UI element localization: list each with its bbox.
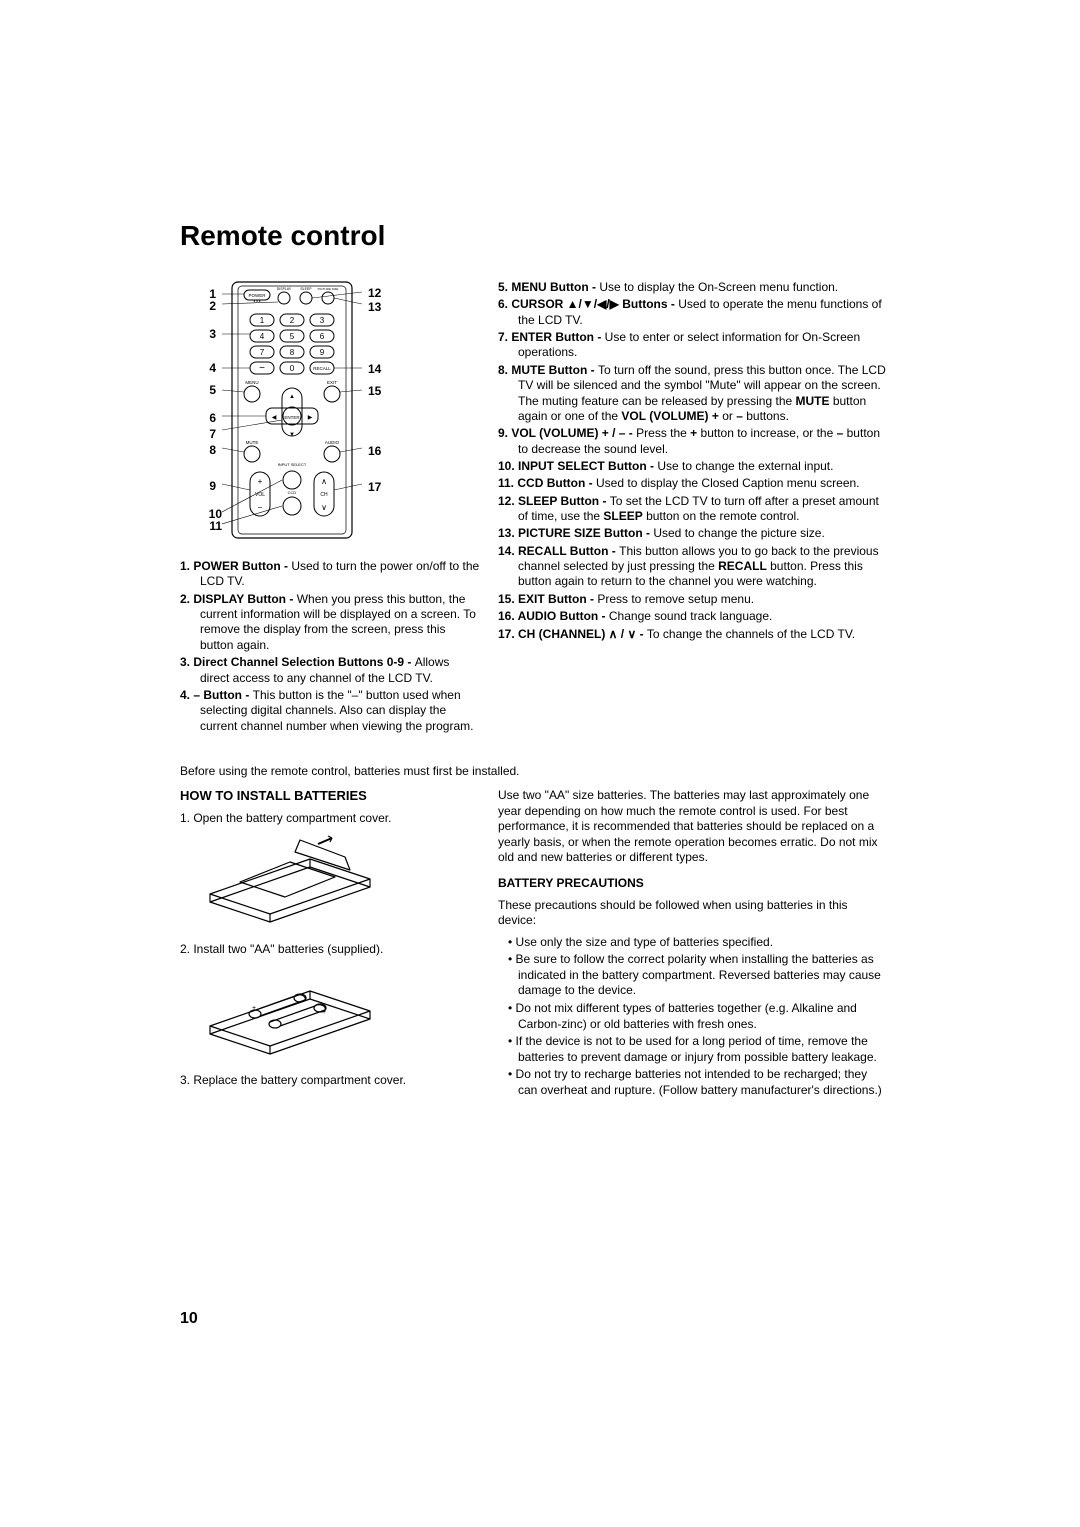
description-item: 14. RECALL Button - This button allows y… [498,544,888,590]
right-column: 5. MENU Button - Use to display the On-S… [498,280,888,736]
precautions-list: Use only the size and type of batteries … [498,935,888,1099]
svg-text:MUTE: MUTE [246,440,259,445]
battery-usage-text: Use two "AA" size batteries. The batteri… [498,788,888,866]
description-item: 8. MUTE Button - To turn off the sound, … [498,363,888,424]
remote-svg: POWER ● ● ● DISPLAY SLEEP PICTURE SIZE 1… [222,280,362,540]
callout-2: 2 [209,300,216,312]
callout-7: 7 [209,428,216,440]
precaution-item: Do not mix different types of batteries … [508,1001,888,1032]
svg-text:9: 9 [320,348,325,357]
svg-text:7: 7 [260,348,265,357]
svg-text:INPUT SELECT: INPUT SELECT [278,462,307,467]
svg-text:DISPLAY: DISPLAY [277,287,292,291]
page-title: Remote control [180,220,900,252]
left-column: 1 2 3 4 5 6 7 8 9 10 11 [180,280,480,736]
remote-illustration: POWER ● ● ● DISPLAY SLEEP PICTURE SIZE 1… [222,280,362,545]
svg-text:6: 6 [320,332,325,341]
svg-text:+: + [252,1005,256,1012]
callout-9: 9 [209,480,216,492]
callout-8: 8 [209,444,216,456]
svg-text:RECALL: RECALL [313,366,331,371]
svg-text:∧: ∧ [321,477,327,486]
svg-text:▲: ▲ [289,394,295,400]
precaution-item: Do not try to recharge batteries not int… [508,1067,888,1098]
description-item: 6. CURSOR ▲/▼/◀/▶ Buttons - Used to oper… [498,297,888,328]
svg-text:CH: CH [320,492,328,498]
battery-illustration-2: + + [200,964,480,1064]
svg-text:SLEEP: SLEEP [300,287,312,291]
remote-description-section: 1 2 3 4 5 6 7 8 9 10 11 [180,280,900,736]
description-item: 10. INPUT SELECT Button - Use to change … [498,459,888,474]
battery-heading: HOW TO INSTALL BATTERIES [180,788,480,805]
callout-15: 15 [368,384,381,398]
callout-3: 3 [209,328,216,340]
svg-text:+: + [322,1009,326,1016]
callout-16: 16 [368,444,381,458]
description-item: 5. MENU Button - Use to display the On-S… [498,280,888,295]
svg-text:MENU: MENU [245,380,258,385]
svg-text:VOL: VOL [255,492,265,498]
description-item: 13. PICTURE SIZE Button - Used to change… [498,526,888,541]
svg-text:EXIT: EXIT [327,380,337,385]
callout-12: 12 [368,286,381,300]
svg-text:+: + [258,477,263,486]
description-item: 7. ENTER Button - Use to enter or select… [498,330,888,361]
svg-text:4: 4 [260,332,265,341]
svg-text:CCD: CCD [288,490,297,495]
description-item: 2. DISPLAY Button - When you press this … [180,592,480,653]
battery-section: HOW TO INSTALL BATTERIES 1. Open the bat… [180,788,900,1101]
remote-diagram-block: 1 2 3 4 5 6 7 8 9 10 11 [180,280,480,545]
callout-14: 14 [368,362,381,376]
precautions-intro: These precautions should be followed whe… [498,898,888,929]
svg-text:5: 5 [290,332,295,341]
description-item: 11. CCD Button - Used to display the Clo… [498,476,888,491]
callout-5: 5 [209,384,216,396]
description-item: 17. CH (CHANNEL) ∧ / ∨ - To change the c… [498,627,888,642]
callout-11: 11 [209,520,222,532]
battery-step-1: 1. Open the battery compartment cover. [180,811,480,827]
precaution-item: If the device is not to be used for a lo… [508,1034,888,1065]
page-number: 10 [180,1310,198,1328]
svg-text:2: 2 [290,316,295,325]
svg-text:−: − [258,503,263,512]
page-content: Remote control 1 2 3 4 5 6 7 8 9 10 11 [180,220,900,1101]
svg-text:−: − [259,363,265,374]
precaution-item: Be sure to follow the correct polarity w… [508,952,888,999]
description-item: 16. AUDIO Button - Change sound track la… [498,609,888,624]
svg-text:ENTER: ENTER [284,415,300,420]
description-item: 1. POWER Button - Used to turn the power… [180,559,480,590]
descriptions-right: 5. MENU Button - Use to display the On-S… [498,280,888,642]
svg-text:◀: ◀ [272,415,277,421]
battery-right-column: Use two "AA" size batteries. The batteri… [498,788,888,1101]
svg-text:1: 1 [260,316,265,325]
svg-text:8: 8 [290,348,295,357]
precaution-item: Use only the size and type of batteries … [508,935,888,951]
svg-text:∨: ∨ [321,503,327,512]
description-item: 3. Direct Channel Selection Buttons 0-9 … [180,655,480,686]
svg-text:▼: ▼ [289,432,295,438]
svg-text:0: 0 [290,364,295,373]
precautions-heading: BATTERY PRECAUTIONS [498,876,888,892]
battery-left-column: HOW TO INSTALL BATTERIES 1. Open the bat… [180,788,480,1101]
svg-text:AUDIO: AUDIO [325,440,340,445]
description-item: 12. SLEEP Button - To set the LCD TV to … [498,494,888,525]
lbl-power: POWER [248,293,266,298]
callout-6: 6 [209,412,216,424]
battery-intro-line: Before using the remote control, batteri… [180,764,900,778]
description-item: 4. – Button - This button is the "–" but… [180,688,480,734]
callout-13: 13 [368,300,381,314]
svg-text:3: 3 [320,316,325,325]
svg-text:PICTURE SIZE: PICTURE SIZE [318,287,339,291]
battery-step-3: 3. Replace the battery compartment cover… [180,1073,480,1089]
description-item: 15. EXIT Button - Press to remove setup … [498,592,888,607]
descriptions-left: 1. POWER Button - Used to turn the power… [180,559,480,734]
callouts-left: 1 2 3 4 5 6 7 8 9 10 11 [180,280,222,545]
callouts-right: 12 13 14 15 16 17 [362,280,404,545]
callout-17: 17 [368,480,381,494]
description-item: 9. VOL (VOLUME) + / – - Press the + butt… [498,426,888,457]
battery-illustration-1 [200,832,480,932]
callout-4: 4 [209,362,216,374]
battery-step-2: 2. Install two "AA" batteries (supplied)… [180,942,480,958]
svg-text:▶: ▶ [308,415,313,421]
